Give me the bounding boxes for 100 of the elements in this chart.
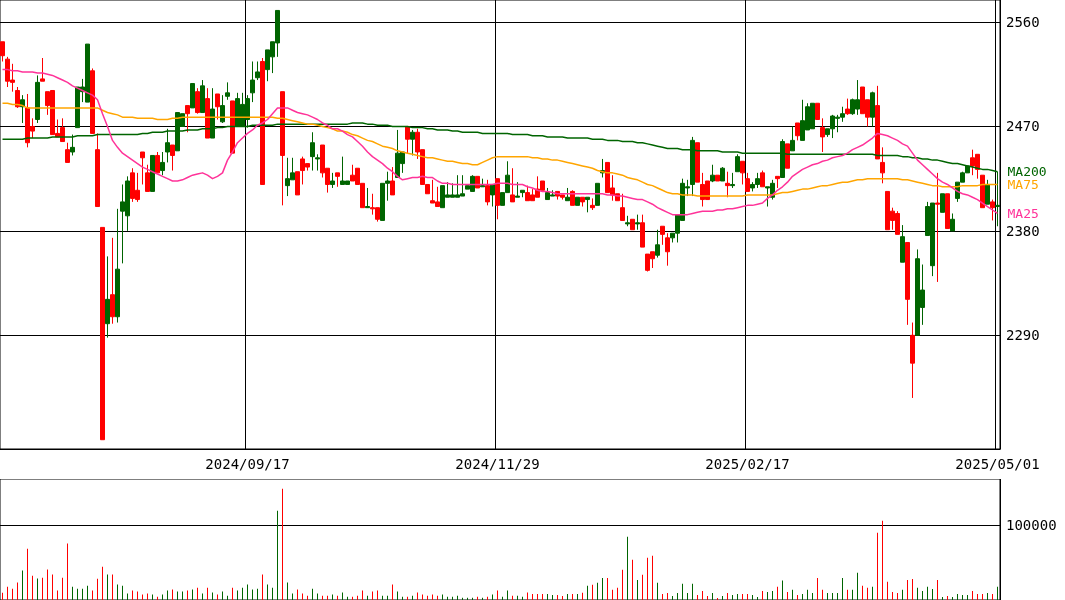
candlestick xyxy=(940,193,945,213)
candlestick xyxy=(635,214,640,231)
candlestick xyxy=(760,170,765,188)
candlestick xyxy=(695,142,700,183)
candlestick xyxy=(40,57,45,82)
candlestick xyxy=(255,60,260,81)
candlestick xyxy=(215,93,220,120)
y-tick-label: 2470 xyxy=(1006,118,1040,135)
series-label: MA25 xyxy=(1007,205,1039,221)
candlestick xyxy=(815,102,820,120)
candlestick xyxy=(295,171,300,196)
candlestick xyxy=(335,172,340,188)
candlestick xyxy=(720,166,725,182)
candlestick xyxy=(725,171,730,198)
candlestick xyxy=(585,196,590,213)
candlestick xyxy=(220,94,225,124)
candlestick xyxy=(775,175,780,189)
candlestick xyxy=(35,74,40,124)
candlestick xyxy=(740,160,745,185)
candlestick xyxy=(580,196,585,208)
candlestick xyxy=(715,174,720,182)
candlestick xyxy=(795,122,800,141)
candlestick xyxy=(630,218,635,231)
candlestick xyxy=(945,193,950,230)
candlestick xyxy=(910,322,915,399)
candlestick xyxy=(875,85,880,160)
candlestick xyxy=(190,83,195,109)
candlestick xyxy=(495,178,500,220)
candlestick xyxy=(575,196,580,206)
candlestick xyxy=(590,197,595,211)
candlestick xyxy=(65,142,70,163)
y-tick-label: 2290 xyxy=(1006,327,1040,344)
candlestick xyxy=(230,100,235,154)
candlestick xyxy=(655,229,660,259)
candlestick xyxy=(595,182,600,206)
candlestick xyxy=(710,164,715,183)
candlestick xyxy=(475,175,480,189)
candlestick xyxy=(935,172,940,283)
candlestick xyxy=(15,86,20,109)
candlestick xyxy=(90,67,95,134)
candlestick xyxy=(150,154,155,192)
candlestick xyxy=(205,87,210,139)
candlestick xyxy=(110,237,115,325)
candlestick xyxy=(485,179,490,206)
candlestick xyxy=(225,81,230,101)
x-tick-label: 2024/09/17 xyxy=(205,456,290,472)
candlestick xyxy=(145,164,150,192)
candlestick xyxy=(620,193,625,221)
candlestick xyxy=(365,187,370,209)
candlestick xyxy=(520,189,525,198)
candlestick xyxy=(310,131,315,172)
candlestick xyxy=(250,60,255,103)
candlestick xyxy=(985,179,990,205)
candlestick xyxy=(100,226,105,441)
candlestick xyxy=(390,166,395,196)
line-series xyxy=(1,102,999,197)
candlestick xyxy=(165,128,170,163)
candlestick xyxy=(880,146,885,184)
candlestick xyxy=(565,187,570,202)
candlestick xyxy=(115,208,120,324)
candlestick xyxy=(950,212,955,232)
candlestick xyxy=(140,151,145,185)
candlestick xyxy=(870,91,875,127)
candlestick xyxy=(730,172,735,189)
candlestick xyxy=(510,167,515,203)
candlestick xyxy=(515,181,520,198)
candlestick xyxy=(155,151,160,174)
candlestick xyxy=(820,117,825,153)
candlestick xyxy=(260,57,265,185)
candlestick xyxy=(845,98,850,116)
candlestick xyxy=(905,241,910,326)
candlestick xyxy=(0,41,5,62)
candlestick xyxy=(405,125,410,154)
candlestick xyxy=(660,225,665,246)
candlestick xyxy=(105,255,110,339)
candlestick xyxy=(280,91,285,206)
candlestick xyxy=(410,129,415,156)
candlestick xyxy=(185,105,190,133)
candlestick xyxy=(980,174,985,209)
candlestick xyxy=(790,125,795,152)
candlestick xyxy=(480,178,485,188)
x-tick-label: 2025/02/17 xyxy=(705,456,790,472)
candlestick xyxy=(625,215,630,227)
candlestick xyxy=(160,151,165,176)
y-tick-label: 2380 xyxy=(1006,222,1040,239)
candlestick xyxy=(490,183,495,208)
candlestick xyxy=(195,87,200,115)
x-tick-label: 2025/05/01 xyxy=(955,456,1040,472)
y-tick-label: 2560 xyxy=(1006,14,1040,31)
candlestick xyxy=(990,199,995,221)
y-tick-label: 100000 xyxy=(1006,516,1057,533)
candlestick xyxy=(70,134,75,156)
candlestick xyxy=(95,132,100,208)
candlestick xyxy=(785,143,790,169)
candlestick xyxy=(200,79,205,114)
candlestick xyxy=(330,172,335,189)
candlestick xyxy=(315,153,320,172)
candlestick xyxy=(665,232,670,267)
candlestick xyxy=(170,144,175,172)
candlestick xyxy=(640,214,645,248)
